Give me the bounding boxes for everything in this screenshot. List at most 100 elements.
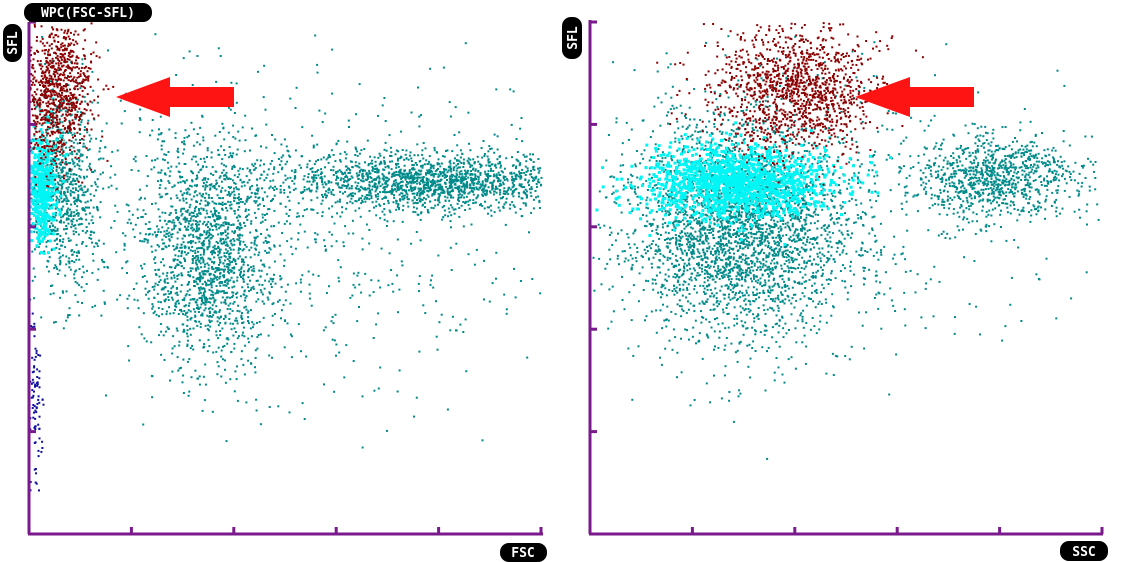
data-point — [469, 187, 472, 190]
data-point — [192, 234, 195, 237]
data-point — [238, 198, 240, 201]
data-point — [41, 158, 44, 161]
data-point — [245, 308, 248, 311]
data-point — [198, 209, 201, 212]
data-point — [55, 238, 58, 241]
data-point — [183, 180, 186, 183]
data-point — [403, 164, 406, 167]
data-point — [195, 160, 198, 163]
data-point — [454, 208, 457, 211]
data-point — [533, 179, 536, 182]
data-point — [209, 277, 212, 280]
data-point — [383, 186, 386, 188]
data-point — [366, 174, 369, 177]
data-point — [243, 150, 246, 153]
data-point — [264, 249, 267, 252]
data-point — [342, 173, 345, 176]
data-point — [178, 250, 181, 253]
data-point — [164, 212, 167, 214]
data-point — [486, 180, 489, 183]
data-point — [172, 219, 175, 222]
data-point — [450, 190, 453, 192]
data-point — [241, 168, 244, 171]
data-point — [361, 194, 364, 197]
data-point — [241, 334, 244, 337]
data-point — [244, 139, 247, 142]
data-point — [212, 249, 215, 252]
data-point — [66, 188, 69, 191]
data-point — [229, 178, 232, 180]
data-point — [140, 333, 143, 336]
data-point — [364, 178, 367, 181]
data-point — [196, 133, 199, 135]
data-point — [401, 189, 404, 192]
data-point — [387, 199, 390, 202]
data-point — [217, 324, 220, 327]
data-point — [271, 303, 274, 306]
data-point — [404, 176, 406, 179]
data-point — [204, 188, 207, 191]
data-point — [184, 210, 187, 213]
data-point — [380, 162, 383, 165]
data-point — [56, 273, 59, 275]
data-point — [157, 230, 160, 233]
data-point — [90, 231, 93, 234]
data-point — [404, 175, 407, 178]
data-point — [96, 207, 99, 210]
data-point — [487, 158, 490, 161]
data-point — [31, 378, 34, 381]
data-point — [186, 136, 189, 139]
data-point — [63, 166, 66, 169]
data-point — [306, 163, 309, 166]
data-point — [249, 186, 252, 189]
data-point — [254, 366, 256, 369]
data-point — [264, 219, 267, 221]
data-point — [314, 174, 317, 177]
data-point — [409, 185, 412, 188]
data-point — [455, 164, 458, 167]
data-point — [524, 188, 527, 191]
data-point — [210, 286, 213, 289]
data-point — [44, 186, 47, 189]
data-point — [188, 234, 190, 237]
data-point — [484, 178, 487, 181]
data-point — [227, 131, 230, 134]
data-point — [31, 312, 34, 315]
data-point — [174, 247, 177, 250]
data-point — [43, 158, 46, 161]
data-point — [303, 209, 306, 212]
data-point — [52, 140, 55, 143]
data-point — [174, 224, 177, 227]
data-point — [45, 245, 48, 248]
data-point — [299, 290, 302, 293]
data-point — [286, 322, 289, 325]
data-point — [65, 90, 67, 93]
data-point — [459, 149, 462, 152]
data-point — [472, 193, 475, 196]
data-point — [147, 297, 150, 300]
data-point — [205, 236, 208, 239]
data-point — [301, 402, 304, 405]
data-point — [188, 206, 191, 209]
data-point — [60, 216, 63, 219]
data-point — [224, 268, 227, 271]
data-point — [38, 489, 40, 492]
data-point — [381, 177, 384, 180]
data-point — [307, 173, 310, 176]
data-point — [67, 172, 69, 175]
data-point — [193, 257, 196, 260]
data-point — [153, 258, 156, 261]
data-point — [399, 198, 401, 201]
data-point — [116, 149, 119, 152]
data-point — [64, 212, 66, 215]
data-point — [323, 181, 326, 184]
data-point — [84, 206, 87, 209]
data-point — [510, 172, 513, 175]
data-point — [390, 175, 393, 178]
data-point — [462, 166, 465, 168]
data-point — [150, 245, 153, 248]
data-point — [73, 277, 76, 280]
data-point — [84, 191, 87, 194]
data-point — [290, 237, 293, 240]
data-point — [312, 273, 315, 276]
